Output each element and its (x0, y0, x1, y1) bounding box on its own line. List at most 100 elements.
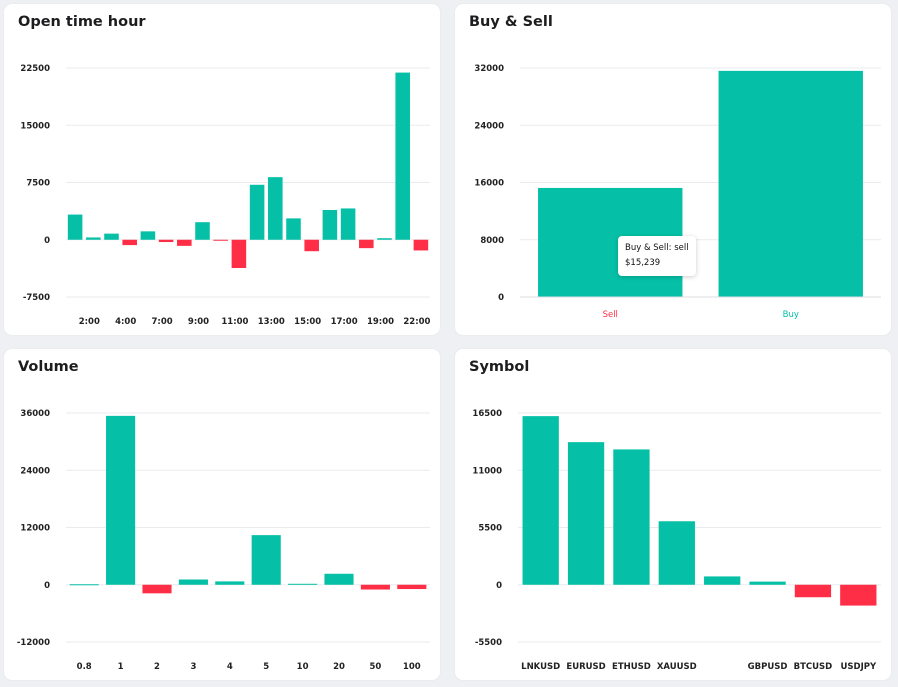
chart-title: Symbol (469, 359, 530, 375)
x-tick-label: GBPUSD (748, 662, 788, 672)
bar[interactable] (360, 584, 390, 590)
bar[interactable] (718, 70, 863, 297)
bar[interactable] (249, 184, 265, 240)
x-tick-label: 4 (227, 662, 233, 672)
x-tick-label: 1 (118, 662, 124, 672)
bar[interactable] (567, 442, 605, 585)
bar[interactable] (704, 576, 741, 585)
y-tick-label: 0 (44, 581, 50, 591)
y-tick-label: 16000 (474, 179, 504, 189)
y-tick-label: 32000 (474, 64, 504, 74)
y-tick-label: 15000 (20, 121, 50, 131)
x-tick-label: 10 (297, 662, 309, 672)
open-time-hour-chart: 22500 15000 7500 0 -7500 2:00 4:00 7:00 9:00 11:0… (20, 64, 430, 327)
y-tick-label: 24000 (20, 466, 50, 476)
bar[interactable] (840, 584, 877, 606)
bar[interactable] (377, 238, 392, 240)
x-tick-label: 7:00 (152, 317, 173, 327)
y-tick-label: 5500 (478, 524, 502, 534)
y-tick-label: 8000 (480, 236, 504, 246)
bar[interactable] (213, 239, 228, 241)
y-tick-label: 24000 (474, 121, 504, 131)
bar[interactable] (522, 416, 559, 585)
bar[interactable] (304, 239, 319, 252)
y-tick-label: -7500 (23, 293, 50, 303)
volume-card: Volume 36000 24000 12000 0 -12000 0.8 1 2 3 4 5 10 2… (4, 349, 440, 680)
y-tick-label: -12000 (17, 638, 50, 648)
x-tick-label: Sell (603, 310, 618, 320)
bar[interactable] (122, 239, 137, 246)
x-tick-label: 5 (263, 662, 269, 672)
x-tick-label: 100 (403, 662, 421, 672)
bar[interactable] (140, 231, 156, 240)
bar[interactable] (340, 208, 356, 240)
x-tick-label: 50 (369, 662, 381, 672)
chart-title: Volume (18, 359, 79, 375)
bar[interactable] (794, 584, 832, 598)
y-tick-label: 0 (44, 236, 50, 246)
y-tick-label: 22500 (20, 64, 50, 74)
bar[interactable] (69, 584, 99, 586)
bar[interactable] (251, 535, 281, 585)
x-tick-label: 2 (154, 662, 160, 672)
x-tick-label: 13:00 (258, 317, 285, 327)
x-tick-label: 0.8 (77, 662, 92, 672)
x-tick-label: 15:00 (294, 317, 321, 327)
y-tick-label: 16500 (472, 409, 502, 419)
bar[interactable] (142, 584, 172, 594)
tooltip-title: Buy & Sell: sell (625, 243, 689, 253)
bar[interactable] (195, 222, 210, 240)
bar[interactable] (395, 72, 410, 240)
bar[interactable] (104, 233, 119, 240)
bar[interactable] (231, 239, 247, 268)
bar[interactable] (215, 581, 245, 585)
x-tick-label: 4:00 (115, 317, 136, 327)
bar[interactable] (658, 521, 695, 585)
bar[interactable] (749, 581, 786, 585)
symbol-card: Symbol 16500 11000 5500 0 -5500 LNKUSD EURUSD E… (455, 349, 891, 680)
x-tick-label: BTCUSD (794, 662, 833, 672)
y-tick-label: 7500 (26, 179, 50, 189)
x-tick-label: Buy (783, 310, 799, 320)
y-tick-label: 0 (498, 293, 504, 303)
x-tick-label: LNKUSD (521, 662, 560, 672)
x-tick-label: 11:00 (221, 317, 248, 327)
volume-chart: 36000 24000 12000 0 -12000 0.8 1 2 3 4 5 10 20 50 100 (17, 409, 430, 672)
y-tick-label: 36000 (20, 409, 50, 419)
tooltip-value: $15,239 (625, 258, 661, 268)
bar[interactable] (67, 214, 83, 240)
buy-sell-chart: 32000 24000 16000 8000 0 Sell Buy (474, 64, 881, 320)
bar[interactable] (86, 237, 101, 240)
buy-sell-card: Buy & Sell 32000 24000 16000 8000 0 Sell Buy B… (455, 4, 891, 335)
chart-title: Open time hour (18, 14, 146, 30)
y-tick-label: -5500 (475, 638, 502, 648)
bar[interactable] (359, 239, 374, 249)
bar[interactable] (288, 583, 318, 585)
x-tick-label: 2:00 (79, 317, 100, 327)
x-tick-label: USDJPY (840, 662, 876, 672)
bar[interactable] (268, 177, 283, 240)
bar[interactable] (397, 584, 427, 590)
symbol-chart: 16500 11000 5500 0 -5500 LNKUSD EURUSD ETHUSD XA… (472, 409, 881, 672)
x-tick-label: 3 (190, 662, 196, 672)
bar[interactable] (286, 218, 301, 240)
y-tick-label: 0 (496, 581, 502, 591)
bar[interactable] (613, 449, 650, 585)
x-tick-label: XAUUSD (657, 662, 697, 672)
bar[interactable] (177, 239, 192, 246)
x-tick-label: 22:00 (403, 317, 430, 327)
bar[interactable] (413, 239, 429, 251)
y-tick-label: 12000 (20, 524, 50, 534)
bar[interactable] (324, 573, 354, 585)
bar[interactable] (322, 209, 338, 240)
y-tick-label: 11000 (472, 466, 502, 476)
open-time-hour-card: Open time hour 22500 15000 7500 0 -7500 2:00 4… (4, 4, 440, 335)
x-tick-label: ETHUSD (612, 662, 651, 672)
x-tick-label: 17:00 (331, 317, 358, 327)
x-tick-label: 20 (333, 662, 345, 672)
chart-tooltip: Buy & Sell: sell $15,239 (618, 236, 696, 276)
x-tick-label: 19:00 (367, 317, 394, 327)
bar[interactable] (158, 239, 174, 243)
bar[interactable] (106, 415, 136, 585)
bar[interactable] (178, 579, 208, 585)
